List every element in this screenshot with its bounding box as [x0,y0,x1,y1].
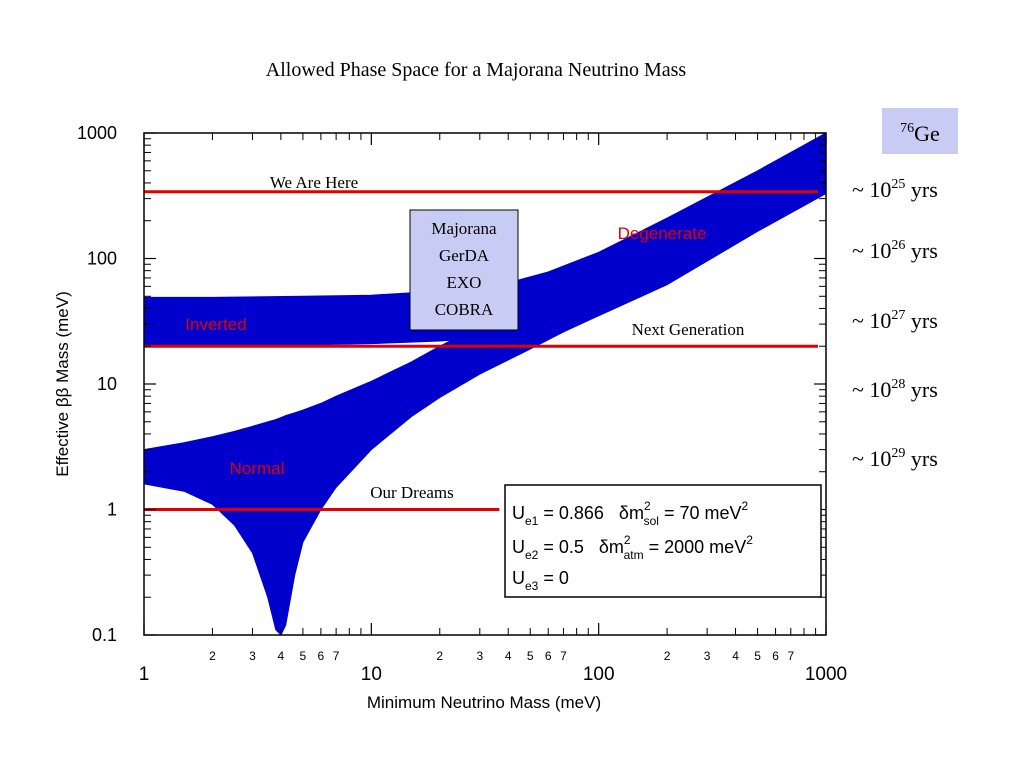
x-minor-tick-label: 2 [209,649,216,663]
region-label-normal: Normal [230,459,285,478]
x-tick-label: 10 [361,664,382,685]
half-life-labels: ~ 1025 yrs ~ 1026 yrs ~ 1027 yrs ~ 1028 … [852,177,938,471]
half-life-label: ~ 1025 yrs [852,177,938,202]
reference-label-our-dreams: Our Dreams [370,483,454,502]
axis-ticks [143,132,827,636]
y-tick-label: 100 [87,249,117,269]
half-life-label: ~ 1029 yrs [852,446,938,471]
y-tick-label: 1 [107,500,117,520]
experiments-box: Majorana GerDA EXO COBRA [409,209,519,331]
parameters-box: Ue1 = 0.866 δm2 sol = 70 meV2 Ue2 = 0.5 δ… [504,484,822,598]
x-minor-tick-label: 4 [732,649,739,663]
half-life-label: ~ 1028 yrs [852,377,938,402]
isotope-badge: 76Ge [882,108,958,154]
x-minor-tick-label: 5 [754,649,761,663]
isotope-mass-number: 76 [900,121,914,136]
svg-text:76Ge: 76Ge [900,121,940,146]
x-tick-label: 100 [583,664,615,685]
x-minor-tick-label: 6 [545,649,552,663]
reference-label-we-are-here: We Are Here [270,173,358,192]
x-minor-tick-label: 3 [704,649,711,663]
x-minor-tick-label: 2 [664,649,671,663]
x-minor-tick-label: 6 [772,649,779,663]
experiment-exo: EXO [447,273,482,292]
y-tick-label: 1000 [77,123,117,143]
x-axis-label: Minimum Neutrino Mass (meV) [367,693,601,712]
x-minor-tick-label: 7 [560,649,567,663]
x-minor-tick-label: 5 [300,649,307,663]
x-minor-tick-label: 3 [476,649,483,663]
x-minor-tick-label: 4 [278,649,285,663]
experiment-majorana: Majorana [431,219,497,238]
x-minor-tick-label: 7 [787,649,794,663]
x-minor-tick-label: 2 [436,649,443,663]
parameter-row-ue1: Ue1 = 0.866 δm2 sol = 70 meV2 [512,499,749,528]
x-minor-tick-label: 3 [249,649,256,663]
parameter-row-ue3: Ue3 = 0 [512,568,569,593]
x-tick-label: 1 [139,664,150,685]
x-minor-tick-label: 5 [527,649,534,663]
parameter-row-ue2: Ue2 = 0.5 δm2 atm = 2000 meV2 [512,533,753,562]
reference-lines [144,190,818,511]
x-minor-tick-label: 7 [333,649,340,663]
experiment-cobra: COBRA [435,300,494,319]
experiment-gerda: GerDA [439,246,490,265]
y-axis-label: Effective ββ Mass (meV) [53,291,72,477]
half-life-label: ~ 1027 yrs [852,308,938,333]
half-life-label: ~ 1026 yrs [852,238,938,263]
x-minor-tick-label: 6 [318,649,325,663]
y-tick-label: 0.1 [92,625,117,645]
region-label-degenerate: Degenerate [618,224,707,243]
isotope-element: Ge [914,121,940,146]
x-minor-tick-label: 4 [505,649,512,663]
reference-label-next-generation: Next Generation [632,320,745,339]
region-label-inverted: Inverted [185,315,246,334]
x-tick-label: 1000 [805,664,847,685]
chart-title: Allowed Phase Space for a Majorana Neutr… [266,59,687,81]
y-tick-label: 10 [97,374,117,394]
